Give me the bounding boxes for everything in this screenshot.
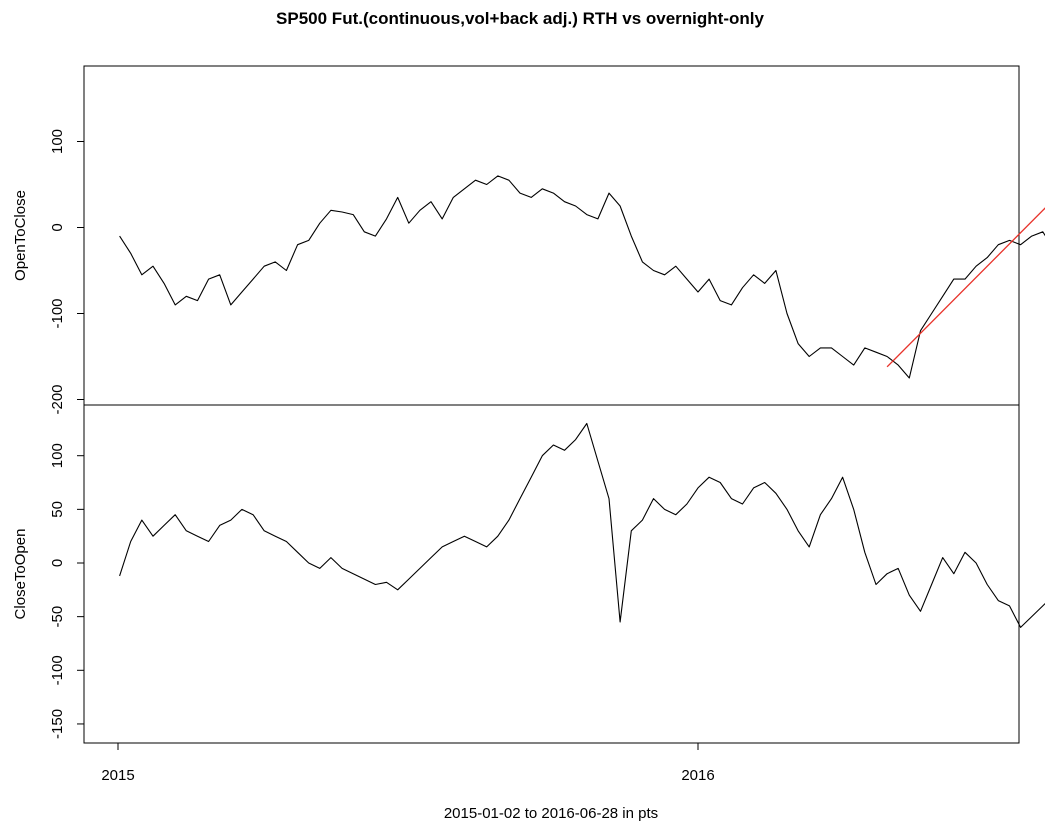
- x-axis-label: 2015-01-02 to 2016-06-28 in pts: [444, 805, 658, 822]
- y-tick-label-0-2: 0: [49, 223, 66, 231]
- series-line-1-0: [119, 422, 1045, 628]
- chart-title: SP500 Fut.(continuous,vol+back adj.) RTH…: [276, 9, 764, 28]
- x-tick-label-0: 2015: [101, 767, 134, 784]
- y-tick-label-1-5: 100: [49, 443, 66, 468]
- y-tick-label-1-0: -150: [49, 709, 66, 739]
- y-axis-label-1: CloseToOpen: [12, 529, 29, 620]
- trend-line-0: [886, 207, 1045, 368]
- y-tick-label-0-3: 100: [49, 129, 66, 154]
- y-tick-label-1-4: 50: [49, 501, 66, 518]
- chart-marks: -200 -100 0 100 -150 -100 -50 0 50 100 2015 2016: [49, 129, 1045, 784]
- y-tick-label-1-1: -100: [49, 655, 66, 685]
- y-tick-label-0-0: -200: [49, 384, 66, 414]
- y-axis-label-0: OpenToClose: [12, 190, 29, 281]
- x-tick-label-1: 2016: [681, 767, 714, 784]
- y-tick-label-1-2: -50: [49, 606, 66, 628]
- series-line-0-0: [119, 175, 1045, 379]
- y-tick-label-1-3: 0: [49, 559, 66, 567]
- y-tick-label-0-1: -100: [49, 298, 66, 328]
